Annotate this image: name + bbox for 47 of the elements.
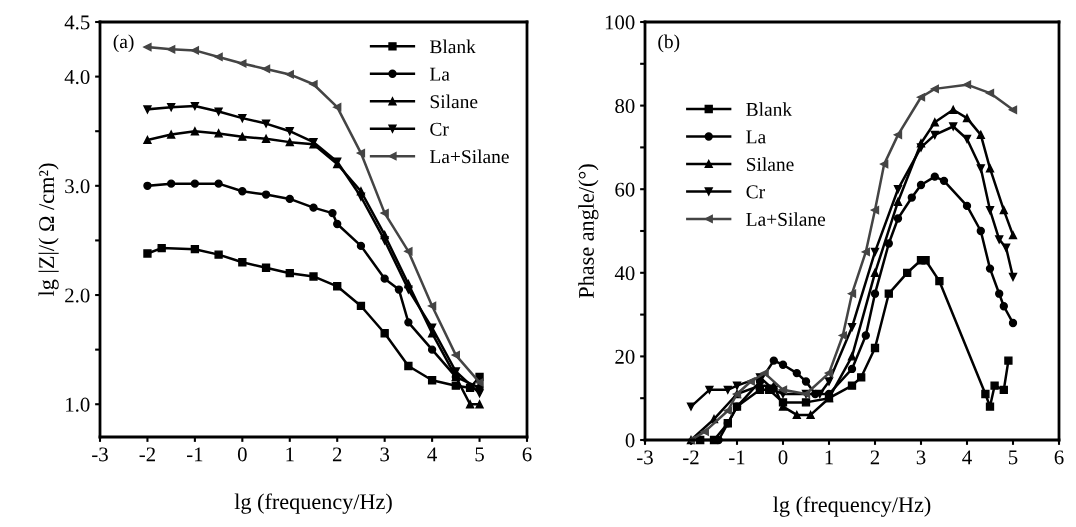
x-tick-label: 5	[1009, 450, 1018, 465]
y-axis-title: lg |Z|/( Ω /cm²)	[38, 163, 59, 296]
y-tick-label: 80	[615, 98, 635, 114]
legend-label: Silane	[430, 94, 478, 109]
x-tick-label: 0	[237, 447, 247, 462]
y-tick-label: 60	[615, 182, 635, 197]
legend-label: Cr	[430, 122, 449, 136]
x-tick-label: 2	[870, 450, 880, 465]
x-tick-label: 1	[286, 447, 294, 462]
y-tick-label: 3.0	[65, 179, 90, 194]
x-tick-label: 6	[522, 447, 532, 462]
legend-label: La	[429, 67, 450, 81]
x-axis-title: lg (frequency/Hz)	[234, 493, 392, 514]
y-tick-label: 4.5	[64, 15, 90, 30]
x-tick-label: -3	[92, 447, 108, 462]
y-tick-label: 4.0	[64, 69, 90, 85]
x-axis-title: lg (frequency/Hz)	[773, 496, 931, 517]
annotation: (b)	[658, 34, 680, 53]
x-tick-label: 2	[332, 447, 342, 462]
legend-label: Blank	[746, 102, 793, 116]
y-tick-label: 0	[625, 433, 635, 448]
x-tick-label: -3	[637, 450, 653, 465]
x-tick-label: 1	[825, 450, 833, 465]
legend-label: La+Silane	[429, 149, 509, 164]
y-tick-label: 100	[605, 15, 635, 30]
y-tick-label: 1.0	[66, 397, 90, 412]
legend-label: Blank	[429, 39, 476, 54]
y-tick-label: 20	[615, 349, 635, 364]
y-tick-label: 40	[614, 266, 635, 281]
x-tick-label: 0	[778, 450, 788, 465]
x-tick-label: 3	[380, 447, 390, 462]
y-axis-title: Phase angle/(°)	[578, 164, 599, 299]
x-tick-label: -2	[683, 450, 699, 465]
y-tick-label: 2.0	[65, 288, 90, 303]
x-tick-label: 5	[475, 447, 484, 462]
legend-label: Silane	[746, 157, 794, 171]
x-tick-label: 4	[962, 450, 972, 465]
legend-label: La+Silane	[746, 212, 826, 226]
annotation: (a)	[113, 34, 134, 53]
x-tick-label: 4	[427, 447, 437, 462]
x-tick-label: -1	[186, 447, 203, 462]
x-tick-label: -2	[139, 447, 155, 462]
legend-label: Cr	[746, 185, 765, 199]
legend-label: La	[746, 130, 766, 144]
x-tick-label: -1	[729, 450, 745, 465]
x-tick-label: 3	[916, 450, 926, 465]
x-tick-label: 6	[1054, 450, 1064, 465]
